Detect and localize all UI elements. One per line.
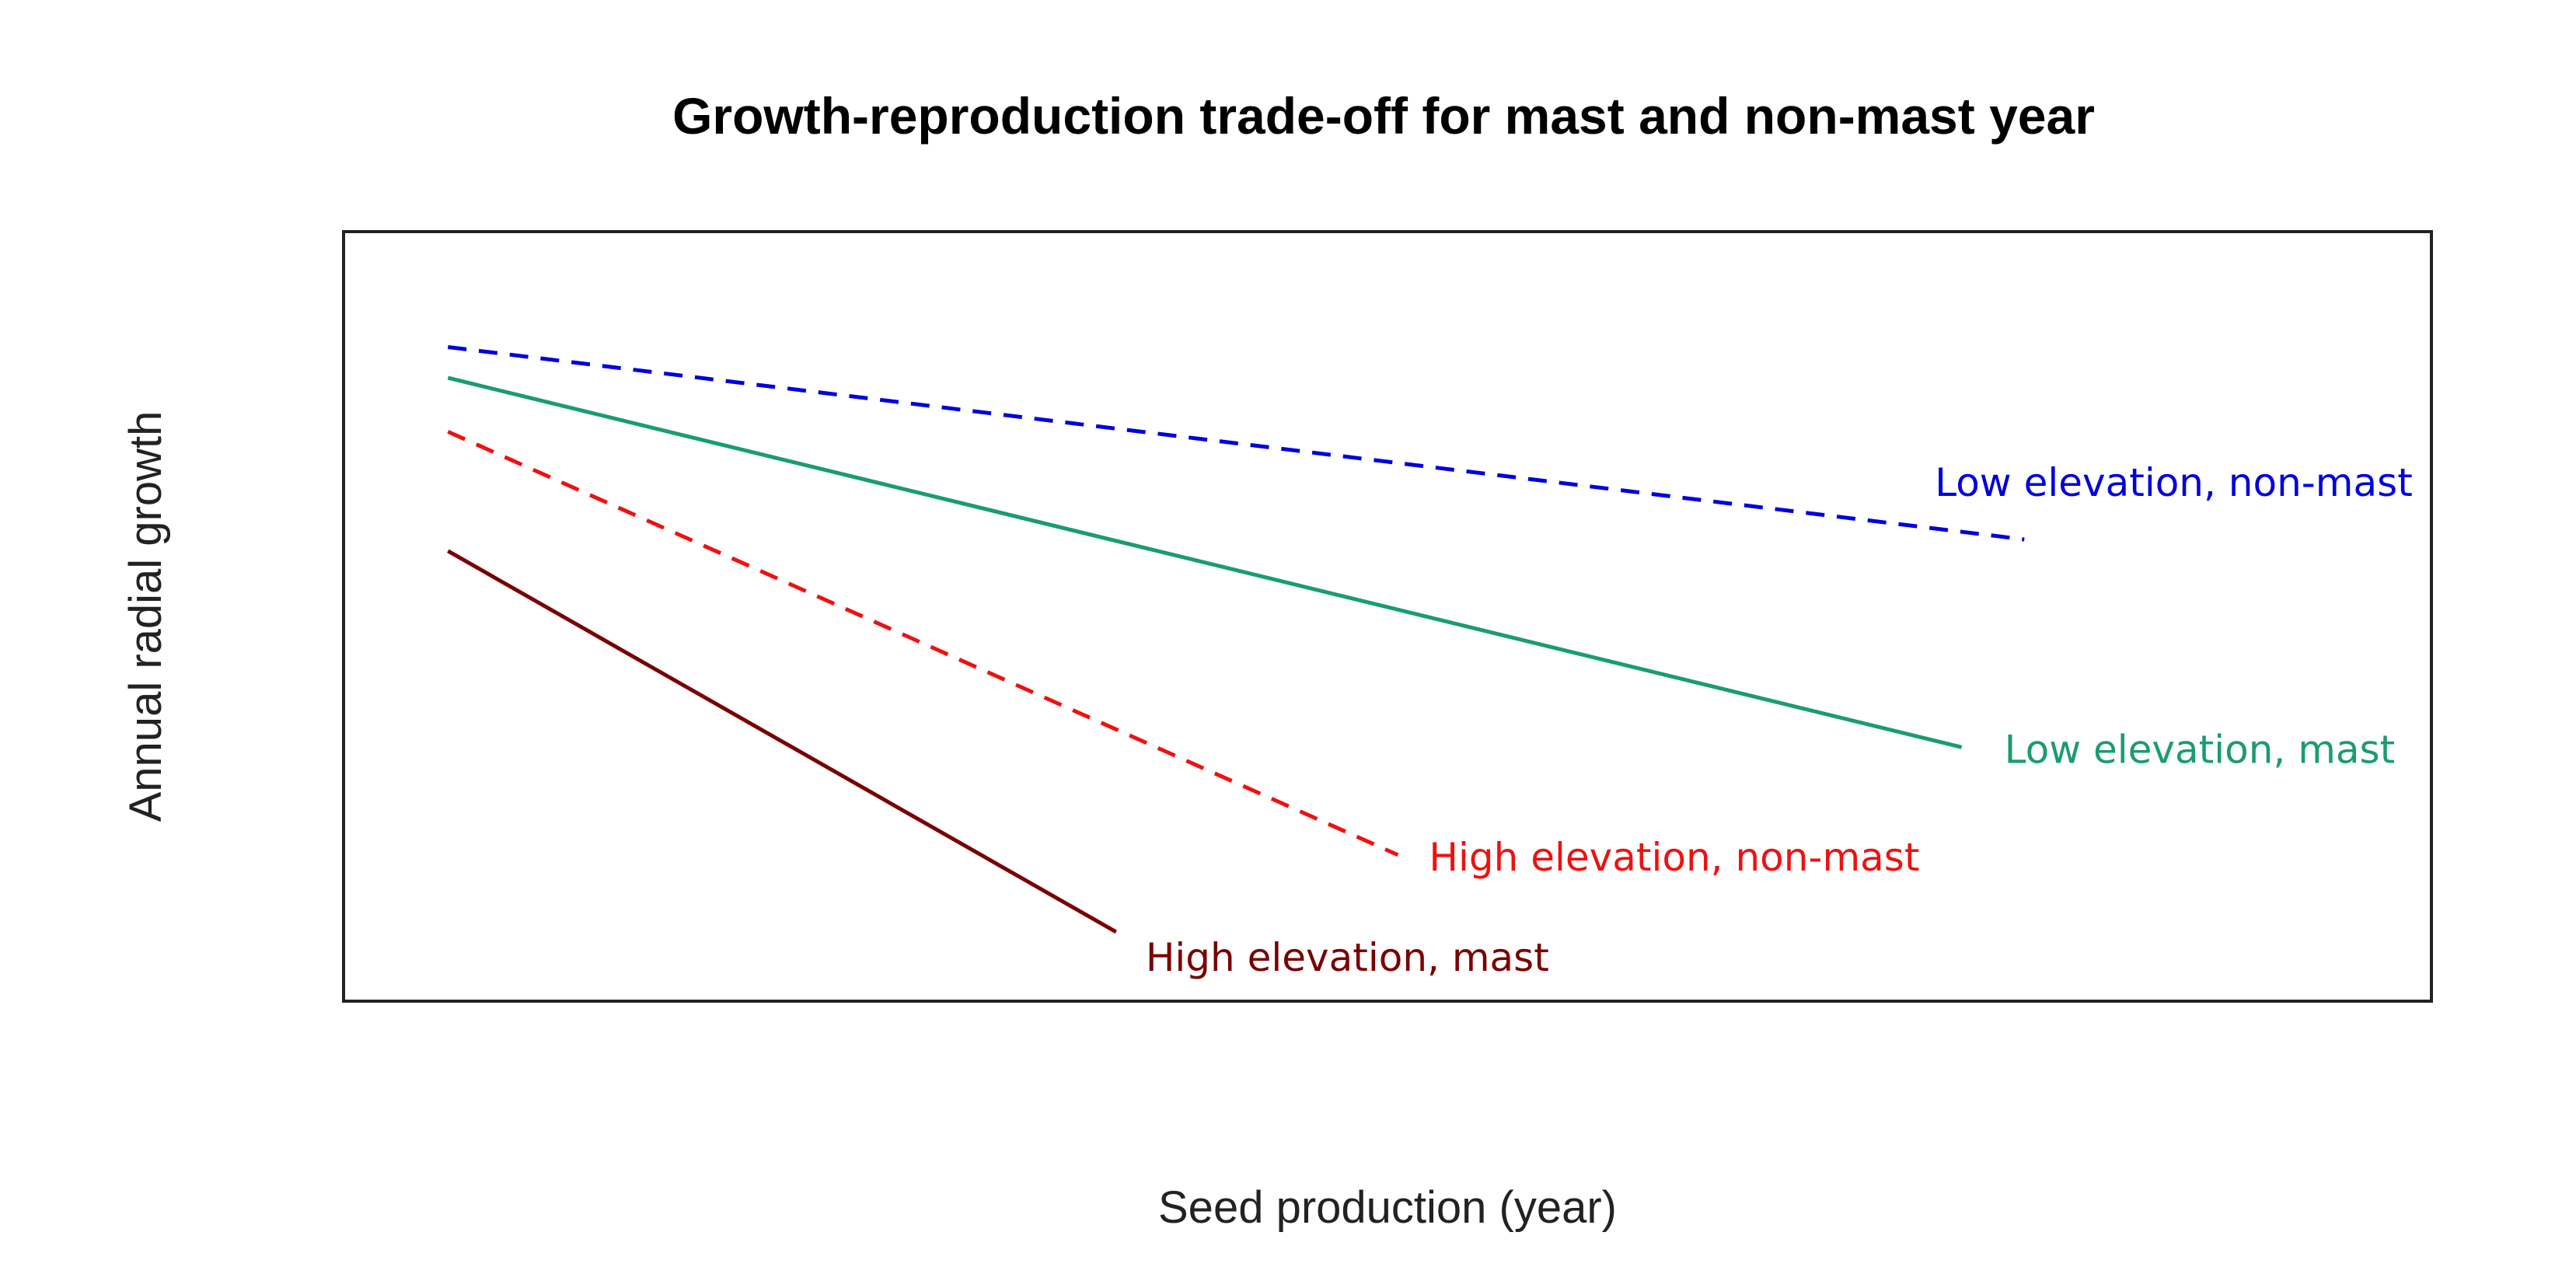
series-line-high-elevation-non-mast	[447, 430, 1399, 857]
x-axis-label: Seed production (year)	[1158, 1182, 1617, 1233]
series-label-low-elevation-non-mast: Low elevation, non-mast	[1935, 460, 2413, 505]
series-line-low-elevation-non-mast	[447, 345, 2025, 542]
series-label-high-elevation-non-mast: High elevation, non-mast	[1429, 835, 1919, 880]
plot-frame	[342, 230, 2433, 1003]
series-layer: Low elevation, non-mast Low elevation, ma…	[447, 345, 2413, 980]
y-axis-label: Annual radial growth	[120, 411, 171, 822]
series-label-high-elevation-mast: High elevation, mast	[1146, 935, 1549, 980]
chart-title: Growth-reproduction trade-off for mast a…	[672, 87, 2095, 145]
series-line-low-elevation-mast	[447, 375, 1963, 749]
series-label-low-elevation-mast: Low elevation, mast	[2005, 727, 2396, 772]
series-line-high-elevation-mast	[447, 549, 1118, 934]
